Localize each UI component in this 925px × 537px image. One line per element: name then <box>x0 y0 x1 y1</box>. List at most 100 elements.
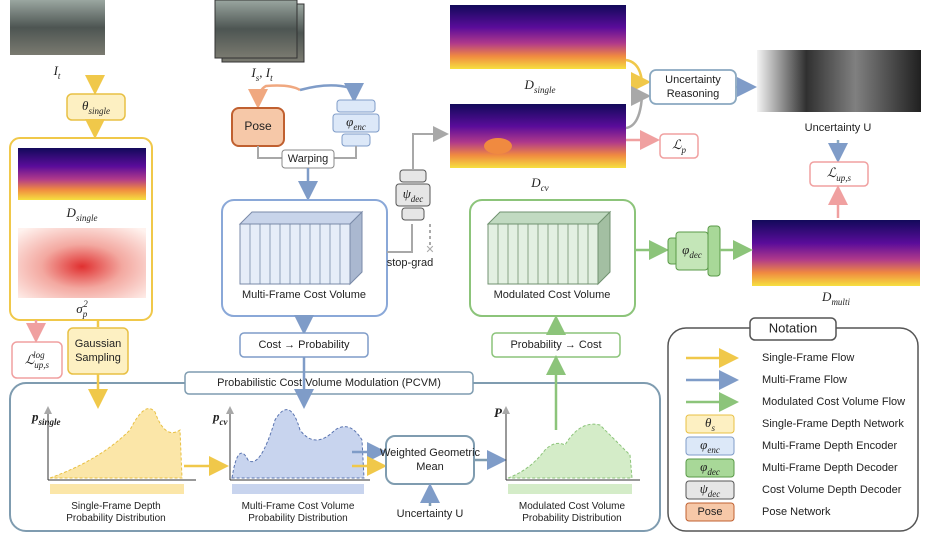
legend-label: Multi-Frame Depth Encoder <box>762 440 897 452</box>
caption-line: Modulated Cost Volume <box>519 501 626 512</box>
cv-depth-output <box>450 104 626 168</box>
math-sub: multi <box>831 297 850 307</box>
pair-label: Is, It <box>250 65 273 83</box>
single-depth-map <box>18 148 146 200</box>
math-base: D <box>530 175 541 190</box>
math-sub: dec <box>411 194 424 204</box>
pose-to-warp <box>258 146 282 158</box>
line: Reasoning <box>667 88 720 100</box>
caption-line: Probability Distribution <box>248 513 348 524</box>
math-sub: single <box>534 85 556 95</box>
use-shape <box>488 212 610 284</box>
single-distribution <box>48 408 196 494</box>
to-cost-label: Probability → Cost <box>510 339 601 351</box>
math-sub: cv <box>220 417 229 427</box>
pcvm-uncertainty: Uncertainty U <box>397 508 464 520</box>
single-axis-label: psingle <box>31 409 61 427</box>
notation-title: Notation <box>769 320 817 335</box>
single-depth-label: Dsingle <box>66 205 98 223</box>
target-label: It <box>53 63 61 81</box>
math-sub: single <box>38 417 61 427</box>
math-sub: enc <box>353 122 366 132</box>
math-sub: dec <box>708 489 721 499</box>
legend-label: Modulated Cost Volume Flow <box>762 396 905 408</box>
rect-shape <box>337 100 375 112</box>
rect-shape <box>232 484 364 494</box>
legend-symbol: Pose <box>697 506 722 518</box>
cv-caption: Multi-Frame Cost VolumeProbability Distr… <box>242 501 355 524</box>
math-base: φ <box>700 459 707 474</box>
caption-line: Probability Distribution <box>522 513 622 524</box>
result-caption: Modulated Cost VolumeProbability Distrib… <box>519 501 626 524</box>
math-sub: cv <box>541 183 549 193</box>
math-sub: t <box>270 73 273 83</box>
legend-label: Multi-Frame Flow <box>762 374 847 386</box>
rect-shape <box>508 484 632 494</box>
target-image-stack <box>215 0 297 58</box>
math-base: D <box>821 289 832 304</box>
to-probability-label: Cost → Probability <box>258 339 350 351</box>
caption-line: Probability Distribution <box>66 513 166 524</box>
caption-line: Multi-Frame Cost Volume <box>242 501 355 512</box>
math-base: D <box>524 77 535 92</box>
math-base: Uncertainty U <box>805 122 872 134</box>
pose-label: Pose <box>244 119 272 133</box>
path-shape <box>50 409 182 478</box>
cost-volume-cube <box>240 212 362 284</box>
variance-map <box>18 228 146 298</box>
cost-volume-label: Multi-Frame Cost Volume <box>242 289 366 301</box>
stop-grad-label: stop-grad <box>387 257 433 269</box>
math-base: , I <box>259 65 271 80</box>
rect-shape <box>400 170 426 182</box>
single-depth-output-label: Dsingle <box>524 77 556 95</box>
math-sub: up,s <box>836 173 851 183</box>
variance-label: σp2 <box>76 299 88 319</box>
pcvm-title: Probabilistic Cost Volume Modulation (PC… <box>217 377 441 389</box>
line: Weighted Geometric <box>380 447 481 459</box>
target-image <box>10 0 105 55</box>
math-base: P <box>494 405 503 420</box>
legend-label: Multi-Frame Depth Decoder <box>762 462 898 474</box>
cv-to-reasoning <box>626 96 646 128</box>
encoder-arrow <box>300 85 354 98</box>
math-sub: single <box>88 106 110 116</box>
uncertainty-map <box>757 50 921 112</box>
path-shape <box>232 410 364 478</box>
stop-grad-cross: ✕ <box>425 244 434 256</box>
math-sup: log <box>33 350 45 360</box>
math-sub: p <box>680 145 686 155</box>
math-sup: 2 <box>83 299 88 309</box>
modulated-volume-label: Modulated Cost Volume <box>494 289 611 301</box>
math-base: φ <box>346 114 353 129</box>
rect-shape <box>708 226 720 276</box>
math-sub: enc <box>707 445 720 455</box>
multi-depth-label: Dmulti <box>821 289 850 307</box>
math-sub: single <box>76 213 98 223</box>
line: Gaussian <box>75 338 121 350</box>
multi-depth-map <box>752 220 920 286</box>
math-sub: p <box>82 309 88 319</box>
single-depth-output <box>450 5 626 69</box>
math-sub: dec <box>707 467 720 477</box>
result-axis-label: P <box>494 405 503 420</box>
math-sub: up,s <box>34 360 49 370</box>
legend-label: Single-Frame Flow <box>762 352 854 364</box>
pipeline-diagram: It Is, It θsingle Dsingle σp2 ℒup,slog G… <box>0 0 925 537</box>
math-base: φ <box>682 242 689 257</box>
notation-list: Single-Frame Flow Multi-Frame Flow Modulat… <box>686 352 905 521</box>
math-base: D <box>66 205 77 220</box>
math-base: φ <box>700 437 707 452</box>
cv-artifact <box>484 138 512 154</box>
rect-shape <box>50 484 184 494</box>
legend-label: Pose Network <box>762 506 831 518</box>
line: Mean <box>416 461 444 473</box>
cv-distribution <box>230 408 370 494</box>
legend-label: Single-Frame Depth Network <box>762 418 904 430</box>
uncertainty-label: Uncertainty U <box>805 122 872 134</box>
single-to-reasoning <box>626 60 646 82</box>
legend-label: Cost Volume Depth Decoder <box>762 484 902 496</box>
math-base: Pose <box>697 506 722 518</box>
enc-to-warp <box>332 146 356 158</box>
math-sub: t <box>58 71 61 81</box>
